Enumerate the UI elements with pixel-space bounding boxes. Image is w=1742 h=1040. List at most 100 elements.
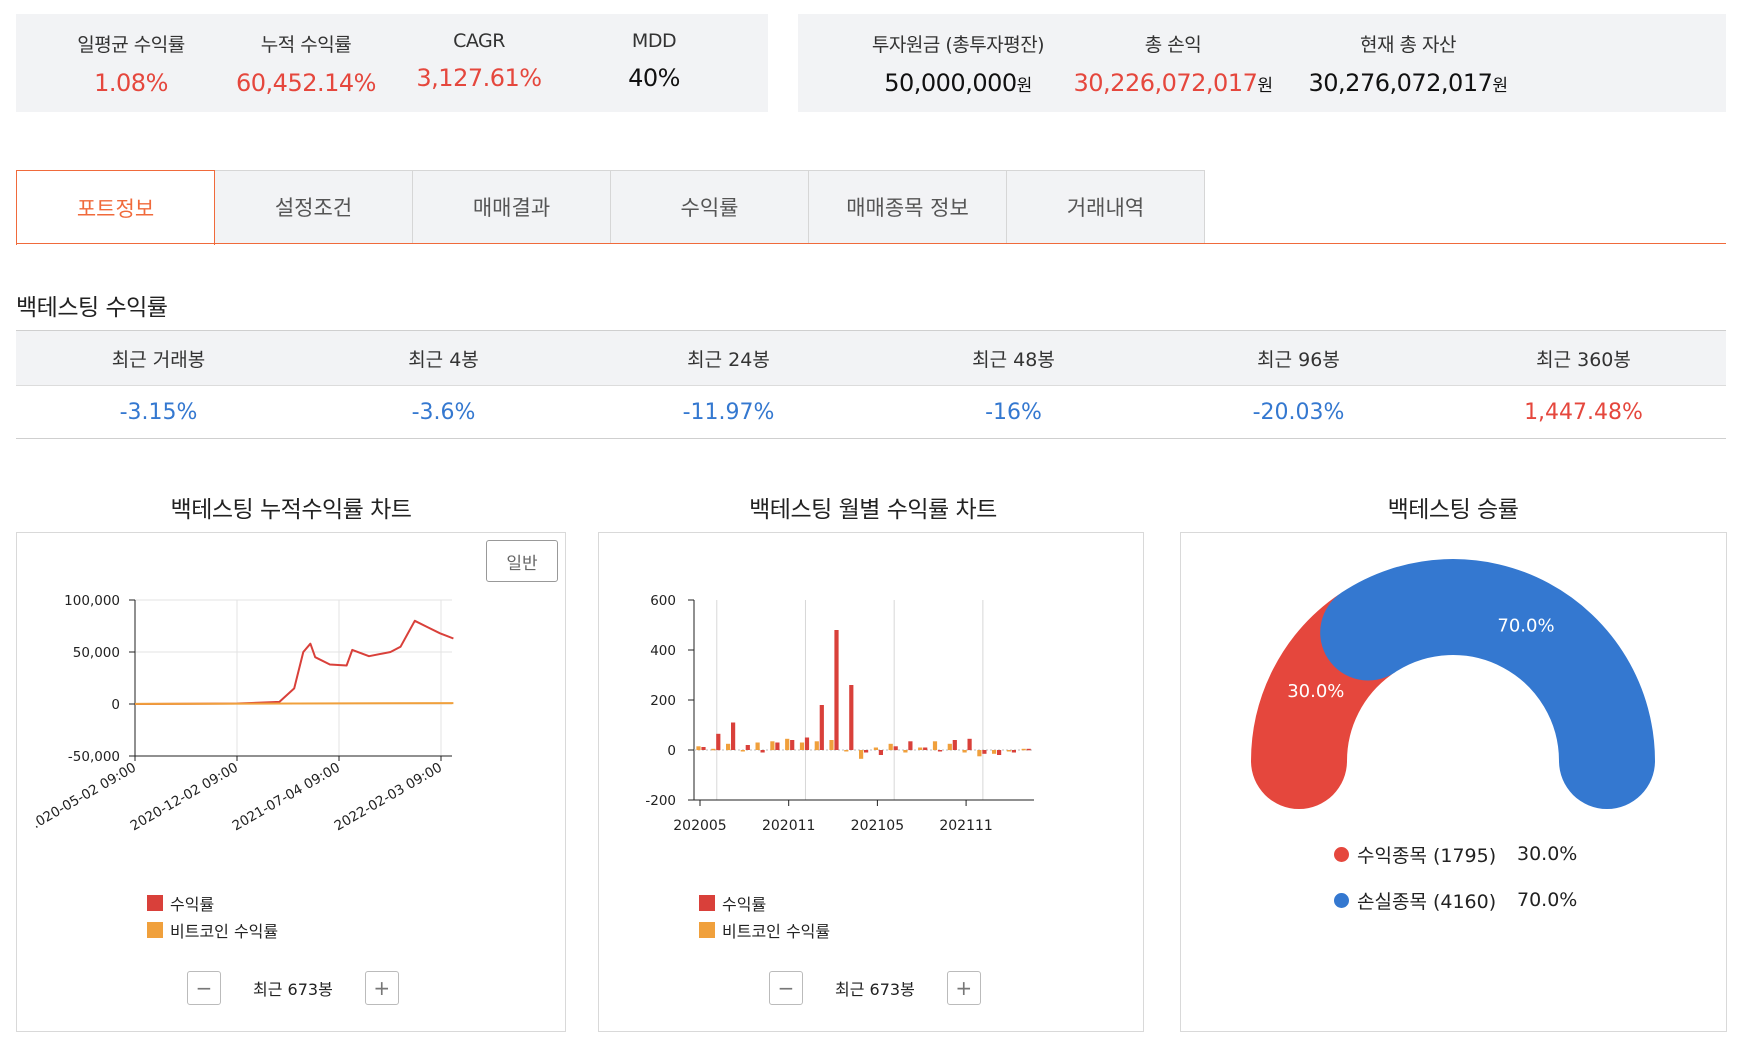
stat-cumulative: 누적 수익률 60,452.14%: [221, 30, 391, 97]
winrate-chart: 30.0% 70.0%: [1251, 559, 1655, 809]
bar-returns: [997, 750, 1002, 755]
bar-bitcoin: [888, 743, 893, 751]
zoom-out-button[interactable]: −: [769, 971, 803, 1005]
returns-table-header: 최근 거래봉 최근 4봉 최근 24봉 최근 48봉 최근 96봉 최근 360…: [16, 331, 1726, 386]
legend-label: 손실종목 (4160): [1357, 890, 1497, 913]
summary-box-right: 투자원금 (총투자평잔) 50,000,000원 총 손익 30,226,072…: [798, 14, 1726, 112]
bar-returns: [878, 750, 883, 755]
value-cell: 1,447.48%: [1524, 399, 1643, 425]
bar-bitcoin: [696, 746, 701, 751]
bar-bitcoin: [1006, 750, 1011, 752]
slice-loss: [1320, 559, 1655, 809]
value-cell: -11.97%: [682, 399, 775, 425]
stat-total-assets: 현재 총 자산 30,276,072,017원: [1288, 30, 1528, 97]
stat-cagr: CAGR 3,127.61%: [394, 30, 564, 92]
bar-bitcoin: [755, 742, 760, 750]
y-tick-label: 600: [650, 593, 676, 609]
stat-value: 50,000,000: [884, 69, 1017, 97]
value-cell: -3.15%: [119, 399, 198, 425]
bar-returns: [760, 750, 765, 753]
zoom-in-button[interactable]: +: [364, 971, 399, 1005]
tab-bar: 포트정보 설정조건 매매결과 수익률 매매종목 정보 거래내역: [16, 170, 1205, 245]
cumulative-chart-panel: 일반 100,000 50,000 0 -50,000.020-05-02 09:00…: [16, 532, 566, 1032]
legend-label: 비트코인 수익률: [170, 921, 279, 941]
mode-button[interactable]: 일반: [486, 540, 558, 582]
bar-returns: [731, 722, 736, 750]
value-cell: -20.03%: [1252, 399, 1345, 425]
bar-returns: [982, 750, 987, 754]
legend-percent: 70.0%: [1517, 889, 1578, 911]
bar-returns: [864, 750, 869, 753]
stat-value: 30,276,072,017: [1308, 69, 1493, 97]
tab-settings[interactable]: 설정조건: [215, 170, 413, 244]
y-tick-label: 0: [667, 743, 676, 759]
zoom-label: 최근 673봉: [835, 980, 915, 999]
x-tick-label: 2022-02-03 09:00: [332, 760, 445, 835]
stat-principal: 투자원금 (총투자평잔) 50,000,000원: [838, 30, 1078, 97]
bar-returns: [819, 705, 824, 750]
tab-history[interactable]: 거래내역: [1007, 170, 1205, 244]
zoom-out-button[interactable]: −: [187, 971, 221, 1005]
stat-daily-avg: 일평균 수익률 1.08%: [46, 30, 216, 97]
bar-bitcoin: [873, 747, 878, 750]
y-tick-label: 100,000: [64, 593, 120, 609]
slice-label: 30.0%: [1287, 681, 1344, 702]
slice-label: 70.0%: [1497, 615, 1554, 636]
stat-label: MDD: [631, 30, 677, 52]
bar-returns: [849, 685, 854, 750]
returns-table: 최근 거래봉 최근 4봉 최근 24봉 최근 48봉 최근 96봉 최근 360…: [16, 330, 1726, 439]
bar-returns: [716, 733, 721, 751]
bar-bitcoin: [977, 750, 982, 757]
bar-bitcoin: [903, 750, 908, 753]
stat-value: 40%: [628, 64, 680, 92]
legend-dot: [1334, 846, 1349, 862]
bar-bitcoin: [740, 750, 745, 752]
section-title: 백테스팅 수익률: [16, 295, 168, 321]
bar-bitcoin: [711, 748, 716, 751]
stat-value: 1.08%: [94, 69, 168, 97]
legend-swatch: [699, 894, 715, 911]
bar-bitcoin: [799, 742, 805, 750]
stat-label: 총 손익: [1144, 34, 1202, 56]
cumulative-legend: 수익률 비트코인 수익률: [147, 889, 278, 943]
header-cell: 최근 24봉: [687, 348, 770, 371]
tab-port-info[interactable]: 포트정보: [16, 170, 215, 245]
bar-returns: [923, 747, 928, 750]
value-cell: -3.6%: [411, 399, 476, 425]
series-line-returns: [134, 619, 454, 705]
tab-trade-results[interactable]: 매매결과: [413, 170, 611, 244]
legend-label: 수익률: [722, 894, 767, 914]
y-tick-label: 400: [650, 643, 676, 659]
stat-mdd: MDD 40%: [569, 30, 739, 92]
x-tick-label: 202111: [939, 818, 992, 834]
stat-unit: 원: [1492, 76, 1508, 96]
legend-label: 비트코인 수익률: [722, 921, 831, 941]
bar-returns: [701, 747, 706, 750]
stat-label: 현재 총 자산: [1360, 34, 1456, 56]
x-tick-label: 202105: [851, 818, 904, 834]
stat-unit: 원: [1016, 76, 1033, 96]
legend-label: 수익률: [170, 894, 215, 914]
legend-percent: 30.0%: [1517, 843, 1578, 865]
header-cell: 최근 4봉: [408, 348, 479, 371]
tab-trade-items[interactable]: 매매종목 정보: [809, 170, 1007, 244]
header-cell: 최근 360봉: [1536, 348, 1631, 371]
tab-returns[interactable]: 수익률: [611, 170, 809, 244]
bar-bitcoin: [962, 750, 967, 753]
legend-dot: [1334, 892, 1349, 908]
bar-returns: [1026, 748, 1031, 751]
bar-bitcoin: [918, 747, 923, 750]
bar-bitcoin: [932, 741, 938, 751]
stat-label: CAGR: [453, 30, 505, 52]
legend-swatch: [147, 894, 163, 911]
legend-label: 수익종목 (1795): [1357, 844, 1497, 867]
stat-total-pnl: 총 손익 30,226,072,017원: [1053, 30, 1293, 97]
stat-label: 누적 수익률: [260, 34, 352, 56]
bar-bitcoin: [770, 741, 775, 751]
header-cell: 최근 96봉: [1257, 348, 1340, 371]
bar-bitcoin: [992, 750, 997, 754]
zoom-in-button[interactable]: +: [946, 971, 981, 1005]
bar-returns: [937, 750, 943, 752]
bar-returns: [804, 737, 810, 750]
